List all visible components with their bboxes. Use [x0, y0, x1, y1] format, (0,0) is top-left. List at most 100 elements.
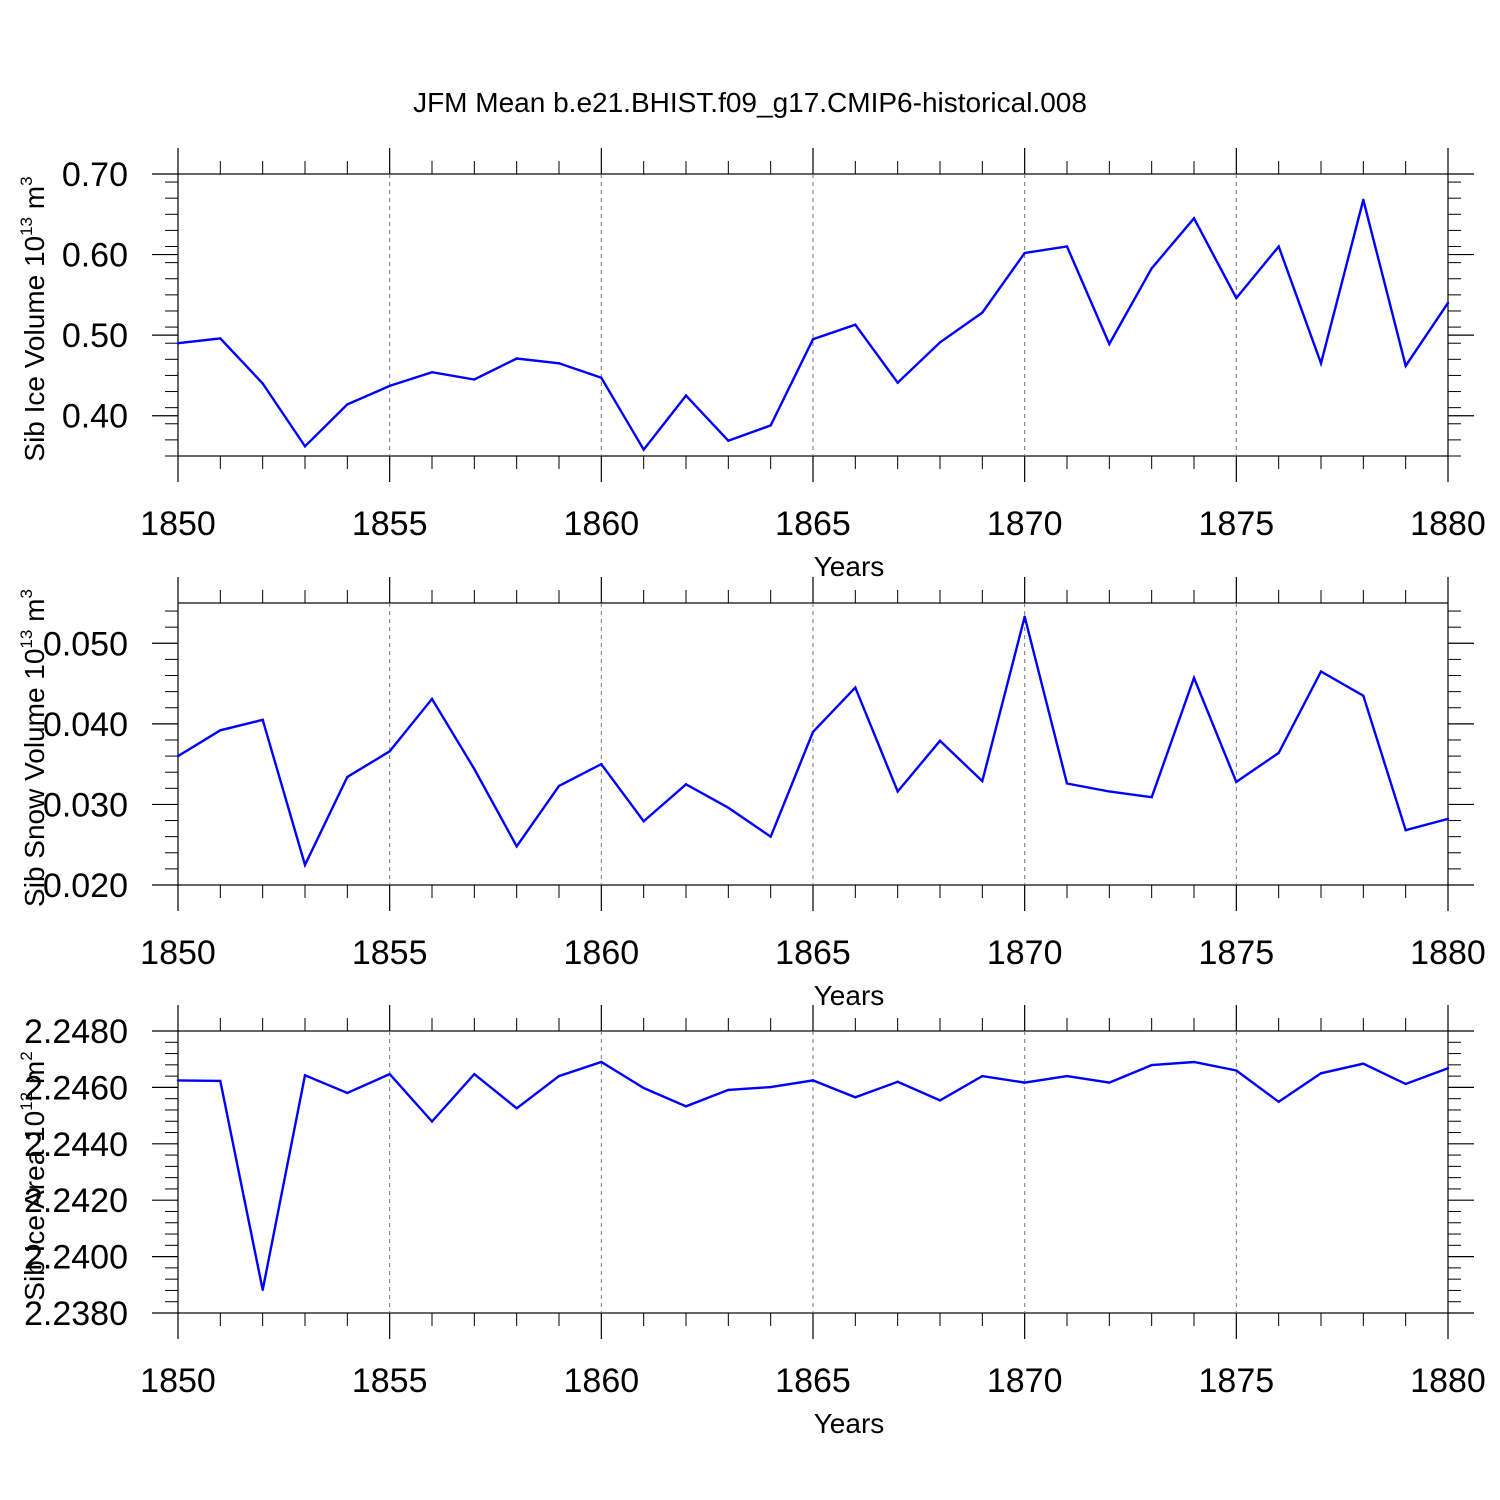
data-point [1277, 751, 1280, 755]
y-axis-label: Sib Snow Volume 1013 m3 [17, 589, 50, 907]
data-point [769, 1085, 772, 1089]
data-point [473, 767, 476, 771]
data-point [176, 754, 180, 758]
data-point [1065, 245, 1069, 248]
data-point [430, 697, 434, 701]
panel-2: 1850 1855 1860 1865 1870 1875 1880 0.020 0.030 0.… [17, 577, 1486, 1011]
y-tick-label: 0.030 [43, 786, 128, 824]
data-point [684, 783, 688, 786]
x-tick-label: 1870 [987, 934, 1063, 972]
data-point [1023, 1081, 1026, 1084]
x-tick-label: 1875 [1199, 505, 1275, 543]
data-point [854, 686, 857, 689]
data-point [684, 394, 688, 397]
x-tick-label: 1865 [775, 1362, 851, 1400]
data-point [981, 779, 984, 783]
data-point [176, 1079, 180, 1082]
data-point [515, 1107, 518, 1110]
data-point [896, 381, 899, 384]
y-tick-label: 2.2480 [24, 1013, 128, 1051]
y-tick-label: 2.2460 [24, 1069, 128, 1107]
data-point [1404, 364, 1407, 367]
data-point [346, 403, 349, 406]
data-point [176, 342, 180, 345]
data-point [684, 1105, 688, 1108]
data-point [261, 718, 264, 722]
y-tick-label: 2.2380 [24, 1295, 128, 1333]
data-point [1446, 817, 1450, 821]
y-tick-label: 0.50 [62, 317, 128, 355]
data-point [1108, 1081, 1111, 1084]
data-point [303, 1074, 307, 1077]
x-tick-label: 1855 [352, 934, 428, 972]
x-tick-label: 1855 [352, 505, 428, 543]
data-point [219, 337, 222, 340]
data-point [600, 376, 603, 380]
y-tick-label: 0.70 [62, 156, 128, 194]
data-point [1235, 780, 1238, 784]
data-point [557, 362, 561, 365]
data-point [896, 1080, 899, 1083]
x-tick-label: 1880 [1410, 505, 1486, 543]
data-point [1065, 1074, 1069, 1078]
data-point [938, 341, 942, 344]
data-point [769, 835, 772, 838]
data-point [1404, 1082, 1407, 1086]
data-point [600, 762, 603, 766]
data-point [642, 1086, 645, 1090]
data-point [1362, 1062, 1365, 1065]
data-point [473, 378, 476, 381]
data-point [1108, 342, 1111, 346]
x-tick-label: 1850 [140, 505, 216, 543]
data-point [642, 820, 645, 823]
data-point [430, 371, 434, 374]
data-point [1150, 1063, 1153, 1067]
data-point [473, 1072, 476, 1076]
data-point [388, 750, 391, 753]
x-tick-label: 1865 [775, 934, 851, 972]
data-point [854, 323, 857, 326]
data-point [600, 1060, 603, 1064]
x-tick-label: 1850 [140, 1362, 216, 1400]
panel-3: 1850 1855 1860 1865 1870 1875 1880 2.2380 2.2400… [17, 1005, 1486, 1439]
y-tick-label: 2.2440 [24, 1126, 128, 1164]
data-point [303, 863, 307, 867]
data-point [981, 311, 984, 314]
data-point [938, 1099, 942, 1102]
data-point [557, 784, 561, 788]
data-point [303, 445, 307, 448]
data-point [1362, 694, 1365, 697]
y-tick-label: 0.40 [62, 398, 128, 436]
data-point [769, 424, 772, 427]
data-point [261, 1288, 264, 1292]
y-tick-label: 0.60 [62, 237, 128, 275]
data-point [1192, 676, 1196, 680]
panel-1: 1850 1855 1860 1865 1870 1875 1880 0.40 0.50 0.60… [17, 148, 1486, 582]
data-point [346, 1091, 349, 1095]
x-tick-label: 1855 [352, 1362, 428, 1400]
x-axis-label: Years [814, 980, 885, 1011]
data-point [1065, 782, 1069, 785]
data-point [811, 730, 815, 734]
data-point [854, 1096, 857, 1099]
data-point [981, 1074, 984, 1078]
data-point [1319, 362, 1323, 365]
y-tick-label: 0.040 [43, 706, 128, 744]
y-tick-label: 2.2420 [24, 1182, 128, 1220]
chart-title: JFM Mean b.e21.BHIST.f09_g17.CMIP6-histo… [413, 87, 1087, 118]
y-tick-label: 0.050 [43, 625, 128, 663]
panels: 1850 1855 1860 1865 1870 1875 1880 0.40 0.50 0.60… [17, 148, 1486, 1439]
data-point [388, 384, 391, 388]
x-tick-label: 1880 [1410, 934, 1486, 972]
y-tick-label: 0.020 [43, 867, 128, 905]
x-axis-label: Years [814, 551, 885, 582]
series-line [177, 199, 1449, 452]
data-point [261, 382, 264, 385]
data-point [1319, 1072, 1323, 1075]
data-point [1277, 1100, 1280, 1103]
data-point [938, 739, 942, 742]
data-point [388, 1072, 391, 1076]
data-point [811, 1079, 815, 1082]
data-point [727, 1088, 730, 1092]
